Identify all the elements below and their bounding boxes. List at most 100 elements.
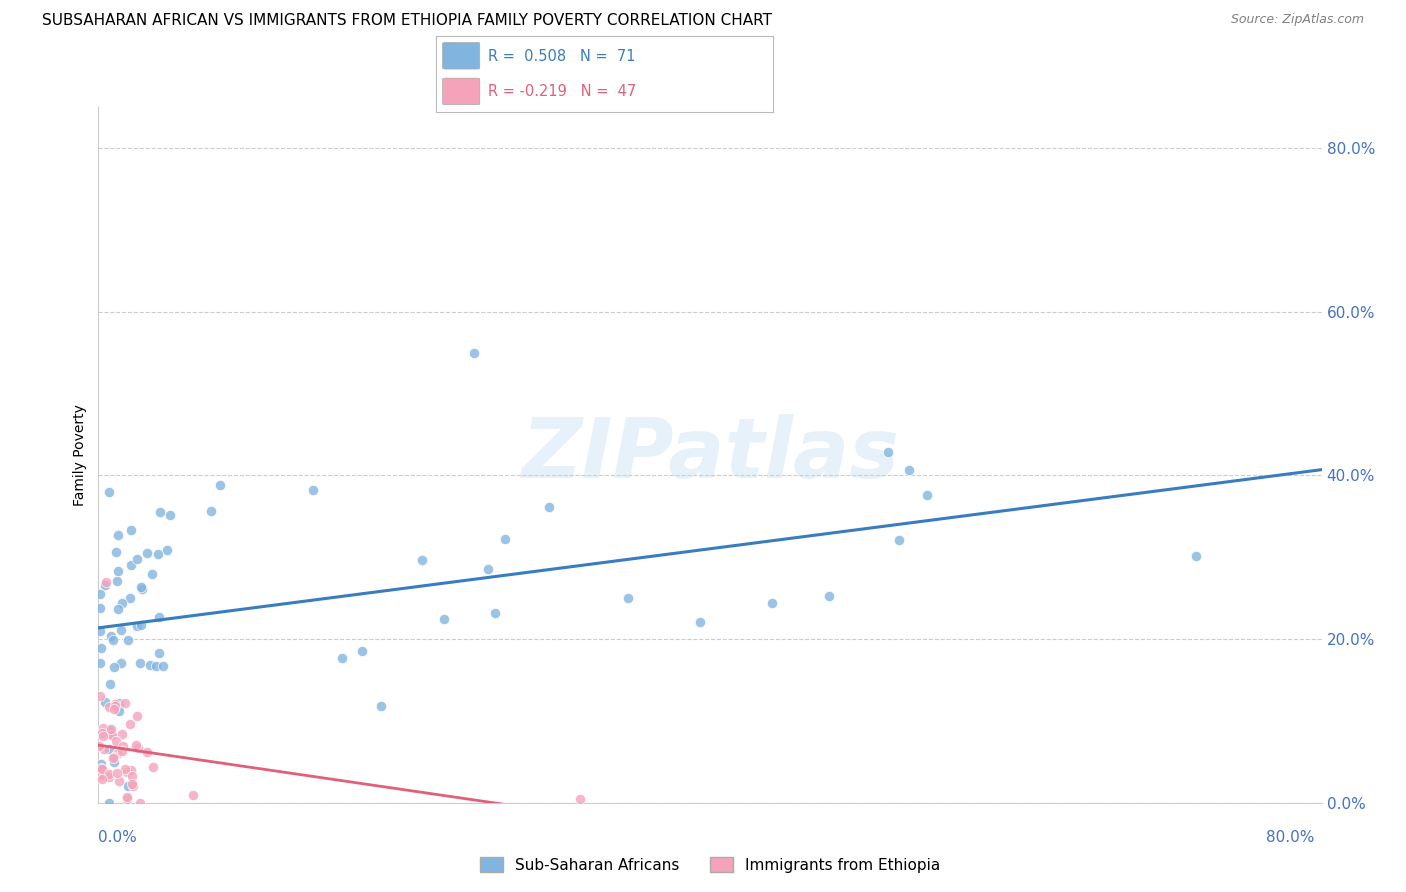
Text: 80.0%: 80.0% — [1267, 830, 1315, 845]
Point — [94, 574, 117, 589]
Point — [107, 704, 129, 718]
FancyBboxPatch shape — [443, 43, 479, 69]
Point — [127, 551, 149, 566]
Point — [136, 745, 159, 759]
Point — [103, 633, 125, 648]
Point — [107, 602, 129, 616]
Legend: Sub-Saharan Africans, Immigrants from Ethiopia: Sub-Saharan Africans, Immigrants from Et… — [474, 850, 946, 879]
Point — [139, 658, 162, 673]
Point — [97, 767, 120, 781]
Point — [111, 739, 134, 754]
Point — [148, 547, 170, 561]
Point — [121, 769, 143, 783]
Point — [537, 500, 560, 514]
Point — [129, 796, 152, 810]
Point — [352, 644, 374, 658]
Point — [818, 589, 841, 603]
Point — [433, 611, 456, 625]
Text: 0.0%: 0.0% — [98, 830, 138, 845]
Text: R =  0.508   N =  71: R = 0.508 N = 71 — [488, 49, 636, 63]
Point — [120, 591, 142, 605]
Point — [122, 779, 145, 793]
Point — [127, 740, 149, 755]
Point — [89, 657, 111, 671]
Point — [117, 779, 139, 793]
Point — [100, 728, 122, 742]
Text: SUBSAHARAN AFRICAN VS IMMIGRANTS FROM ETHIOPIA FAMILY POVERTY CORRELATION CHART: SUBSAHARAN AFRICAN VS IMMIGRANTS FROM ET… — [42, 13, 772, 29]
Point — [148, 505, 170, 519]
Point — [107, 528, 129, 542]
Point — [118, 717, 141, 731]
Point — [98, 770, 121, 784]
Point — [91, 721, 114, 735]
Point — [105, 747, 128, 762]
Point — [93, 578, 115, 592]
Point — [301, 483, 323, 498]
Point — [93, 695, 115, 709]
Point — [569, 791, 592, 805]
Point — [889, 533, 911, 548]
Point — [689, 615, 711, 630]
Point — [91, 767, 114, 781]
Point — [104, 698, 127, 713]
Point — [117, 632, 139, 647]
Point — [89, 601, 111, 615]
Point — [917, 488, 939, 502]
Point — [148, 646, 170, 660]
Point — [115, 792, 138, 806]
Point — [91, 726, 114, 740]
Point — [105, 766, 128, 780]
Point — [103, 750, 125, 764]
Point — [120, 558, 142, 573]
Point — [484, 606, 506, 620]
Point — [104, 697, 127, 711]
Point — [181, 788, 204, 802]
Point — [87, 739, 110, 753]
Point — [107, 773, 129, 788]
Point — [141, 567, 163, 582]
Point — [411, 552, 433, 566]
Text: R = -0.219   N =  47: R = -0.219 N = 47 — [488, 84, 637, 99]
Point — [208, 478, 231, 492]
Point — [108, 696, 131, 710]
Point — [93, 742, 115, 756]
Point — [91, 729, 114, 743]
Text: ZIPatlas: ZIPatlas — [522, 415, 898, 495]
Point — [128, 657, 150, 671]
Point — [110, 656, 132, 670]
Point — [101, 728, 124, 742]
FancyBboxPatch shape — [443, 78, 479, 104]
Point — [370, 699, 392, 714]
Point — [330, 651, 353, 665]
Text: Source: ZipAtlas.com: Source: ZipAtlas.com — [1230, 13, 1364, 27]
Point — [117, 789, 139, 804]
Point — [90, 756, 112, 771]
Point — [98, 796, 121, 810]
Point — [103, 659, 125, 673]
Point — [463, 345, 485, 359]
Point — [155, 542, 177, 557]
Y-axis label: Family Poverty: Family Poverty — [73, 404, 87, 506]
Point — [136, 546, 159, 560]
Point — [97, 742, 120, 756]
Point — [103, 750, 125, 764]
Point — [90, 640, 112, 655]
Point — [105, 574, 128, 589]
Point — [114, 697, 136, 711]
Point — [98, 700, 121, 714]
Point — [142, 759, 165, 773]
Point — [111, 744, 134, 758]
Point — [148, 609, 170, 624]
Point — [897, 462, 920, 476]
Point — [89, 624, 111, 638]
Point — [761, 596, 783, 610]
Point — [129, 618, 152, 632]
Point — [145, 659, 167, 673]
Point — [114, 762, 136, 776]
Point — [120, 523, 142, 537]
Point — [110, 623, 132, 637]
Point — [494, 532, 516, 546]
Point — [617, 591, 640, 605]
Point — [91, 772, 114, 786]
Point — [105, 544, 128, 558]
